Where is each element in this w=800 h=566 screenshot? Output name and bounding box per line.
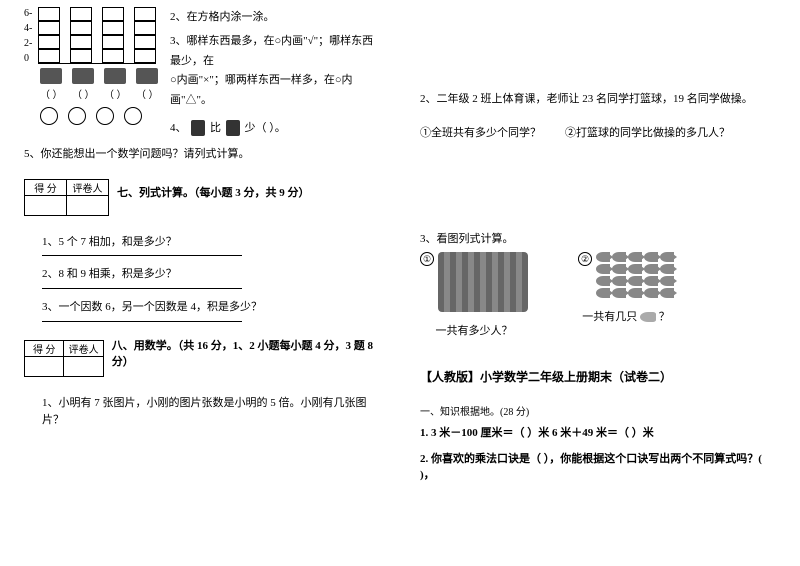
right-q3: 3、看图列式计算。 (420, 230, 776, 246)
paren-row: （ ） （ ） （ ） （ ） (40, 86, 158, 101)
q5-text: 5、你还能想出一个数学问题吗？请列式计算。 (24, 145, 380, 161)
score-label: 得 分 (25, 340, 64, 356)
people-group-image (438, 252, 528, 312)
right-q2: 2、二年级 2 班上体育课，老师让 23 名同学打篮球，19 名同学做操。 (420, 90, 776, 106)
circle-icon (68, 107, 86, 125)
paper2-s1-q1: 1. 3 米－100 厘米＝（ ）米 6 米＋49 米＝（ ）米 (420, 424, 776, 440)
grader-label: 评卷人 (64, 340, 103, 356)
paren: （ ） (40, 86, 62, 101)
score-label: 得 分 (25, 179, 67, 195)
sec8-q1: 1、小明有 7 张图片，小刚的图片张数是小明的 5 倍。小刚有几张图片？ (42, 395, 380, 430)
item-images (40, 68, 158, 84)
caption-1: 一共有多少人？ (420, 322, 528, 338)
calculator-icon (191, 120, 205, 136)
grader-label: 评卷人 (67, 179, 109, 195)
q4-suffix: 少（ ）。 (245, 122, 286, 134)
item-icon (40, 68, 62, 84)
paren: （ ） (72, 86, 94, 101)
right-q2b: ②打篮球的同学比做操的多几人？ (565, 124, 730, 140)
item-icon (104, 68, 126, 84)
sec7-q2: 2、8 和 9 相乘，积是多少？ (42, 266, 380, 284)
ytick: 0 (24, 53, 32, 64)
item-icon (136, 68, 158, 84)
score-table: 得 分评卷人 (24, 340, 104, 377)
right-q2a: ①全班共有多少个同学？ (420, 124, 541, 140)
paper2-s1: 一、知识根据地。(28 分) (420, 403, 776, 418)
ytick: 6- (24, 8, 32, 19)
paren: （ ） (136, 86, 158, 101)
answer-line (42, 255, 242, 256)
q4-mid: 比 (210, 122, 221, 134)
score-table: 得 分评卷人 (24, 179, 109, 216)
paren: （ ） (104, 86, 126, 101)
sec7-q1: 1、5 个 7 相加，和是多少？ (42, 234, 380, 252)
circle-icon (40, 107, 58, 125)
q4-prefix: 4、 (170, 122, 187, 134)
q3-text-a: 3、哪样东西最多，在○内画"√"；哪样东西最少，在 (170, 32, 380, 72)
caption-2-end: ？ (659, 311, 670, 323)
answer-line (42, 288, 242, 289)
sec7-title: 七、列式计算。（每小题 3 分，共 9 分） (117, 184, 310, 200)
chart-y-axis: 6- 4- 2- 0 (24, 8, 32, 64)
sec8-title: 八、用数学。（共 16 分，1、2 小题每小题 4 分，3 题 8 分） (112, 337, 380, 369)
caption-2: 一共有几只 (582, 311, 637, 323)
ytick: 2- (24, 38, 32, 49)
bar-chart (38, 8, 156, 64)
marker-1: ① (420, 252, 434, 266)
circle-icon (124, 107, 142, 125)
marker-2: ② (578, 252, 592, 266)
answer-circles (40, 107, 158, 125)
q2-text: 2、在方格内涂一涂。 (170, 8, 380, 28)
paper2-s1-q2: 2. 你喜欢的乘法口诀是（ ），你能根据这个口诀写出两个不同算式吗？( )， (420, 450, 776, 482)
ytick: 4- (24, 23, 32, 34)
circle-icon (96, 107, 114, 125)
q3-text-b: ○内画"×"；哪两样东西一样多，在○内画"△"。 (170, 71, 380, 111)
fish-icon (640, 312, 656, 322)
paper2-title: 【人教版】小学数学二年级上册期末（试卷二） (420, 368, 776, 385)
fish-grid (596, 252, 674, 298)
item-icon (72, 68, 94, 84)
sec7-q3: 3、一个因数 6，另一个因数是 4，积是多少？ (42, 299, 380, 317)
calculator-icon (226, 120, 240, 136)
